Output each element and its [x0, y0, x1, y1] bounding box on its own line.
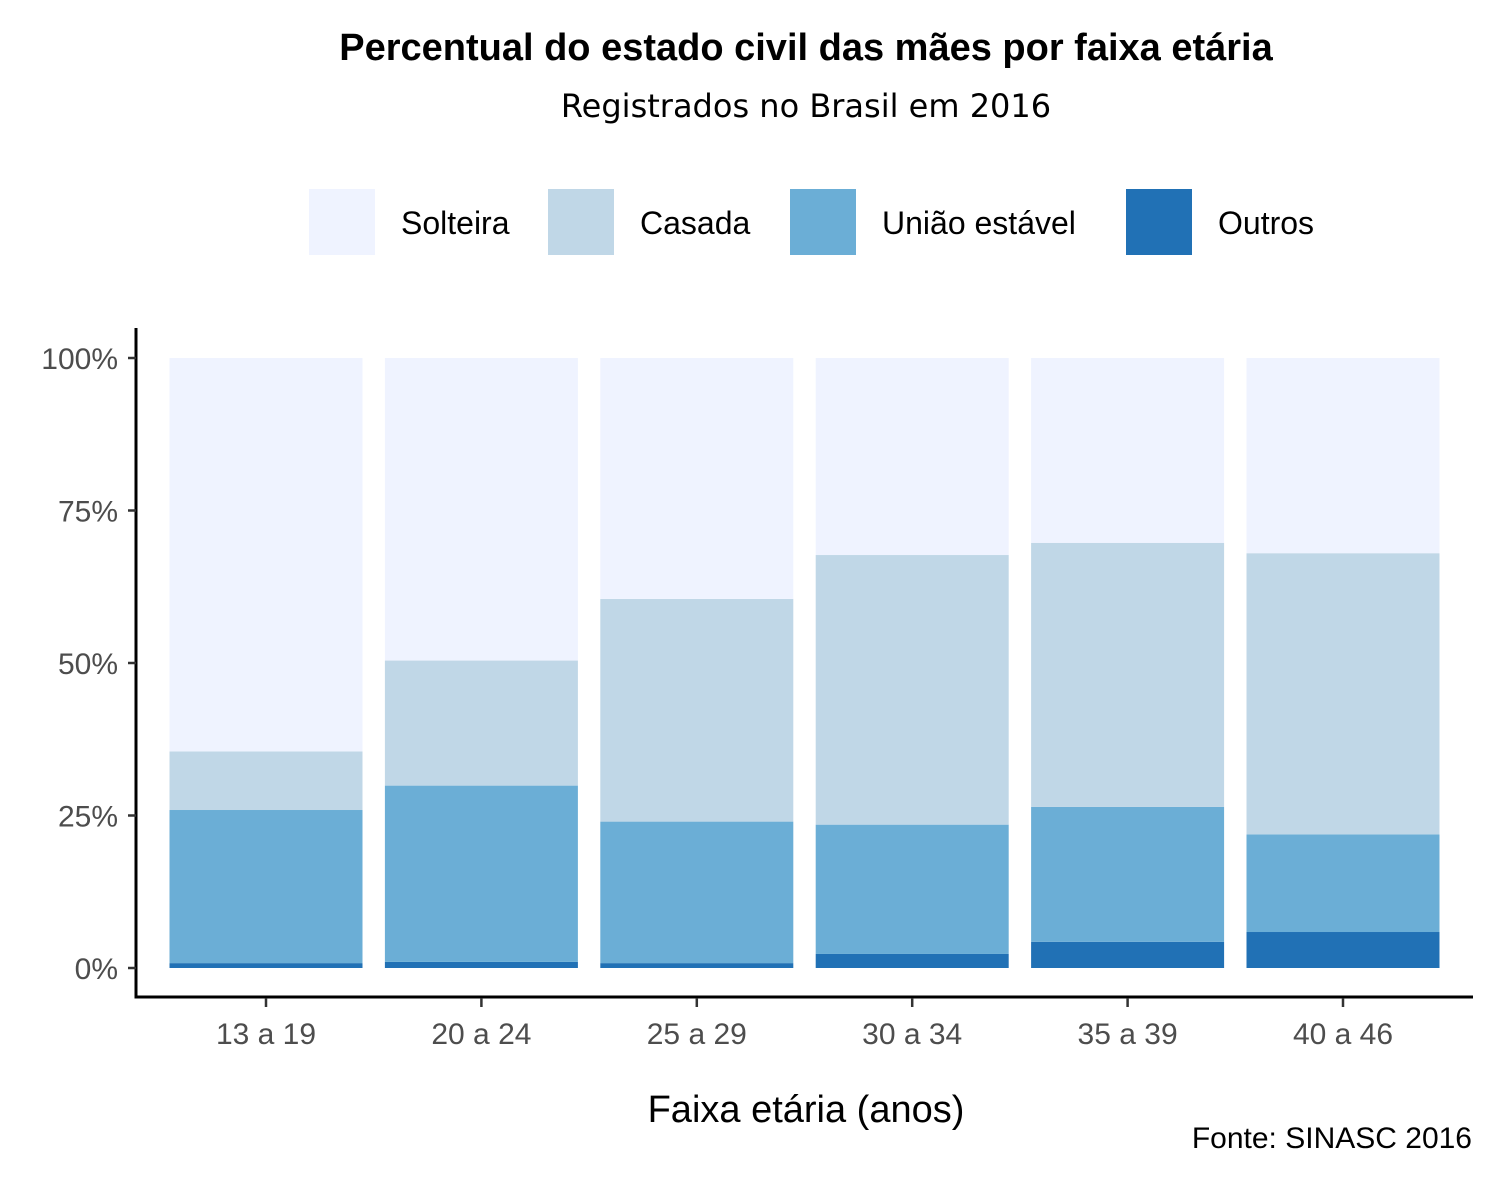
legend-key-outros — [1126, 189, 1192, 255]
bar-35-a-39-outros — [1031, 941, 1225, 968]
bar-30-a-34-solteira — [815, 358, 1009, 556]
legend-label-solteira: Solteira — [401, 205, 510, 241]
x-tick-label: 30 a 34 — [862, 1018, 962, 1051]
bar-13-a-19-solteira — [169, 358, 363, 752]
legend-key-casada — [548, 189, 614, 255]
bar-40-a-46-casada — [1246, 553, 1440, 835]
bar-40-a-46-uniao-estavel — [1246, 834, 1440, 933]
x-tick-label: 13 a 19 — [216, 1018, 316, 1051]
x-tick-label: 40 a 46 — [1293, 1018, 1393, 1051]
bar-13-a-19-casada — [169, 751, 363, 811]
bar-30-a-34-uniao-estavel — [815, 824, 1009, 954]
bar-35-a-39-casada — [1031, 542, 1225, 807]
x-tick-label: 35 a 39 — [1078, 1018, 1178, 1051]
bar-25-a-29-outros — [600, 963, 794, 968]
bar-13-a-19-outros — [169, 963, 363, 968]
chart-title: Percentual do estado civil das mães por … — [339, 27, 1273, 69]
y-tick-label: 50% — [58, 648, 118, 681]
y-ticks: 0% 25% 50% 75% 100% — [41, 343, 136, 986]
x-tick-label: 25 a 29 — [647, 1018, 747, 1051]
bar-35-a-39-uniao-estavel — [1031, 806, 1225, 942]
bar-20-a-24-uniao-estavel — [384, 785, 578, 962]
bar-20-a-24-outros — [384, 961, 578, 968]
legend-label-uniao-estavel: União estável — [882, 205, 1076, 241]
bar-20-a-24-solteira — [384, 358, 578, 661]
x-tick-label: 20 a 24 — [431, 1018, 531, 1051]
bar-25-a-29-uniao-estavel — [600, 821, 794, 964]
x-axis-title: Faixa etária (anos) — [648, 1089, 965, 1131]
x-ticks: 13 a 19 20 a 24 25 a 29 30 a 34 35 a 39 40 a … — [216, 998, 1393, 1051]
legend-key-solteira — [309, 189, 375, 255]
bar-25-a-29-solteira — [600, 358, 794, 599]
plot-area — [169, 358, 1440, 968]
bar-30-a-34-casada — [815, 555, 1009, 825]
legend-label-outros: Outros — [1218, 205, 1314, 241]
bar-30-a-34-outros — [815, 953, 1009, 968]
y-tick-label: 0% — [75, 953, 118, 986]
legend: Solteira Casada União estável Outros — [309, 189, 1314, 255]
bar-40-a-46-outros — [1246, 932, 1440, 968]
bar-13-a-19-uniao-estavel — [169, 810, 363, 964]
legend-key-uniao-estavel — [790, 189, 856, 255]
bar-20-a-24-casada — [384, 660, 578, 786]
legend-label-casada: Casada — [640, 205, 751, 241]
chart-subtitle: Registrados no Brasil em 2016 — [561, 87, 1051, 125]
y-tick-label: 25% — [58, 801, 118, 834]
y-tick-label: 75% — [58, 496, 118, 529]
caption: Fonte: SINASC 2016 — [1192, 1122, 1472, 1155]
bar-35-a-39-solteira — [1031, 358, 1225, 543]
bar-25-a-29-casada — [600, 598, 794, 822]
y-tick-label: 100% — [41, 343, 118, 376]
bar-40-a-46-solteira — [1246, 358, 1440, 554]
